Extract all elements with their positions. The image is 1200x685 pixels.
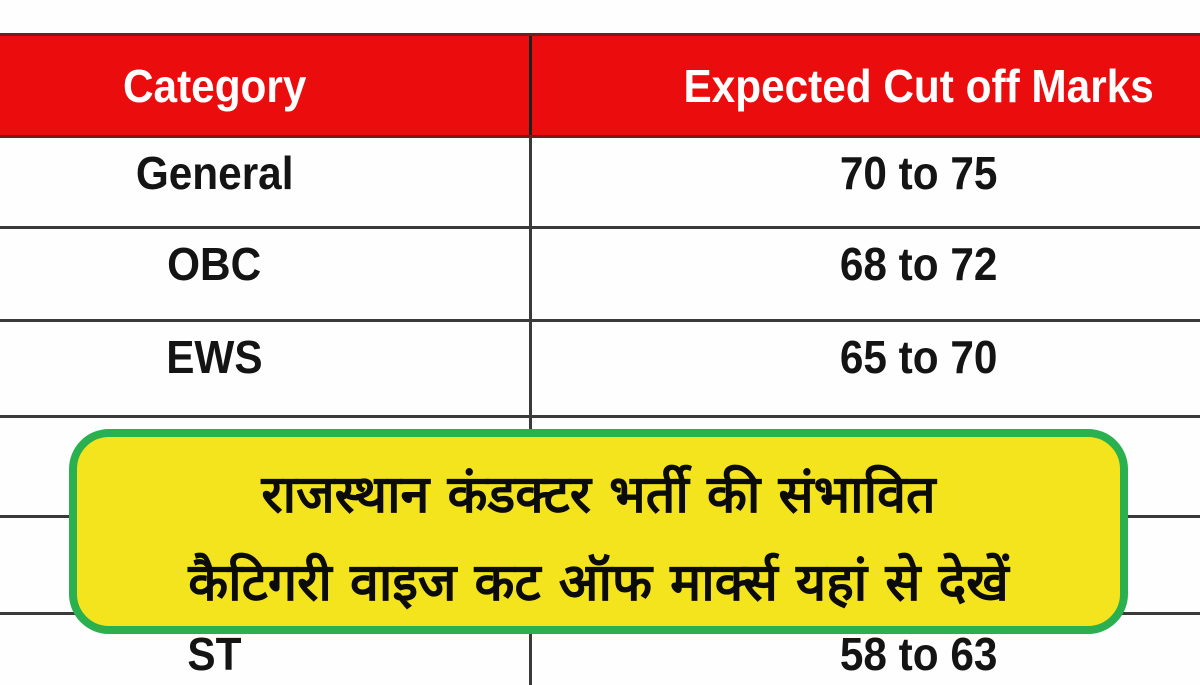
marks-value: 68 to 72 <box>839 238 998 290</box>
marks-value: 70 to 75 <box>839 147 998 199</box>
header-cell-marks: Expected Cut off Marks <box>532 36 1200 135</box>
table-header-row: Category Expected Cut off Marks <box>0 33 1200 138</box>
headline-banner: राजस्थान कंडक्टर भर्ती की संभावित कैटिगर… <box>69 429 1128 634</box>
category-cell: General <box>0 138 532 226</box>
banner-line-2: कैटिगरी वाइज कट ऑफ मार्क्स यहां से देखें <box>188 553 1009 613</box>
table-row: General 70 to 75 <box>0 138 1200 229</box>
table-row: EWS 65 to 70 <box>0 322 1200 418</box>
marks-value: 65 to 70 <box>839 331 998 383</box>
table-row: OBC 68 to 72 <box>0 229 1200 322</box>
header-cell-category: Category <box>0 36 532 135</box>
category-value: OBC <box>167 238 262 290</box>
category-cell: OBC <box>0 229 532 319</box>
marks-cell: 58 to 63 <box>532 615 1200 685</box>
category-cell: ST <box>0 615 532 685</box>
marks-cell: 65 to 70 <box>532 322 1200 415</box>
marks-cell: 68 to 72 <box>532 229 1200 319</box>
banner-line-1: राजस्थान कंडक्टर भर्ती की संभावित <box>261 465 936 525</box>
category-value: General <box>135 147 294 199</box>
category-value: EWS <box>166 331 263 383</box>
marks-cell: 70 to 75 <box>532 138 1200 226</box>
header-marks-label: Expected Cut off Marks <box>683 59 1154 112</box>
category-cell: EWS <box>0 322 532 415</box>
marks-value: 58 to 63 <box>839 628 998 680</box>
category-value: ST <box>187 628 242 680</box>
header-category-label: Category <box>122 59 307 112</box>
